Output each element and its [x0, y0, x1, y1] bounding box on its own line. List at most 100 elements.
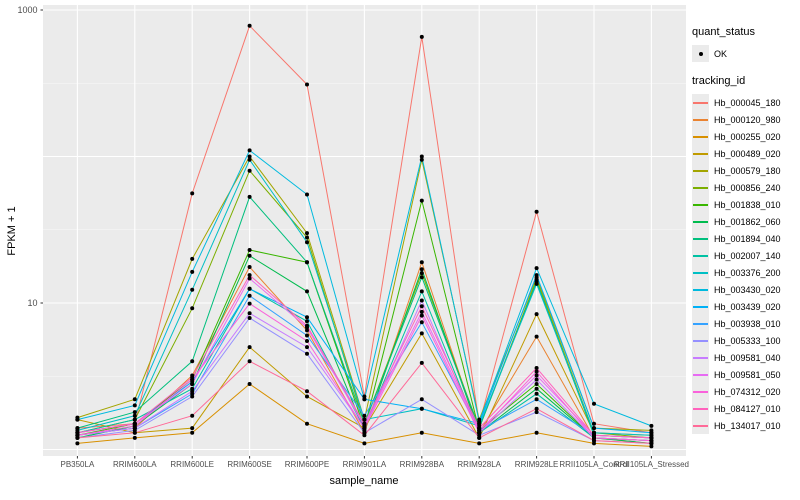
data-point — [305, 289, 309, 294]
data-point — [419, 397, 424, 402]
legend-entry-label: Hb_009581_040 — [714, 352, 781, 363]
legend-entry-Hb_001894_040: Hb_001894_040 — [692, 230, 798, 247]
data-point — [247, 148, 252, 153]
data-point — [592, 401, 596, 406]
data-point — [305, 260, 309, 265]
legend-entry-Hb_001838_010: Hb_001838_010 — [692, 196, 798, 213]
data-point — [534, 386, 539, 391]
y-axis-title: FPKM + 1 — [6, 206, 18, 255]
data-point — [362, 426, 367, 431]
legend-entry-Hb_000045_180: Hb_000045_180 — [692, 94, 798, 111]
data-point — [534, 312, 539, 317]
data-point — [305, 421, 309, 426]
data-point — [649, 441, 654, 446]
legend-key-icon — [692, 366, 709, 383]
data-point — [305, 192, 309, 197]
data-point — [362, 413, 367, 418]
legend-key-icon — [692, 332, 709, 349]
axis-ticks — [40, 9, 652, 459]
legend-entry-Hb_000856_240: Hb_000856_240 — [692, 179, 798, 196]
legend-entry-label: Hb_003439_020 — [714, 301, 781, 312]
legend-entry-Hb_002007_140: Hb_002007_140 — [692, 247, 798, 264]
data-point — [247, 301, 252, 306]
data-points — [75, 23, 654, 449]
x-tick-label: RRIM928BA — [400, 460, 445, 469]
x-tick-label: RRIM928LA — [457, 460, 501, 469]
data-point — [305, 235, 309, 240]
legend-entry-label: Hb_001838_010 — [714, 199, 781, 210]
data-point — [247, 248, 252, 252]
data-point — [132, 397, 137, 402]
data-point — [419, 267, 424, 272]
legend-entry-Hb_003376_200: Hb_003376_200 — [692, 264, 798, 281]
data-point — [534, 209, 539, 214]
data-point — [132, 403, 137, 408]
data-point — [75, 430, 80, 435]
data-point — [247, 168, 252, 173]
data-point — [75, 417, 80, 422]
data-point — [592, 441, 596, 446]
data-point — [362, 433, 367, 438]
data-point — [305, 82, 309, 87]
legend-entry-label: Hb_005333_100 — [714, 335, 781, 346]
data-point — [190, 269, 195, 274]
legend-tracking-id-block: tracking_id Hb_000045_180 Hb_000120_980 Hb… — [692, 75, 798, 434]
legend-key-line — [693, 271, 708, 274]
data-point — [649, 435, 654, 440]
legend-key-icon — [692, 417, 709, 434]
legend-key-icon — [692, 128, 709, 145]
data-point — [534, 369, 539, 374]
data-point — [305, 231, 309, 236]
legend-key-line — [693, 390, 708, 393]
data-point — [534, 281, 539, 286]
legend-entry-Hb_134017_010: Hb_134017_010 — [692, 417, 798, 434]
legend-key-icon — [692, 281, 709, 298]
data-point — [190, 389, 195, 394]
x-tick-label: RRIM600LA — [113, 460, 157, 469]
legend-key-icon — [692, 94, 709, 111]
y-tick-label: 10 — [27, 298, 37, 308]
legend-key-icon — [692, 400, 709, 417]
data-point — [419, 309, 424, 314]
legend-key-line — [693, 169, 708, 172]
legend-key-line — [693, 373, 708, 376]
data-point — [477, 426, 482, 431]
data-point — [247, 23, 252, 28]
data-point — [362, 394, 367, 399]
data-point — [190, 426, 195, 431]
data-point — [247, 316, 252, 320]
data-point — [247, 265, 252, 269]
legend-key-line — [693, 254, 708, 257]
legend-key-line — [693, 305, 708, 308]
data-point — [190, 191, 195, 196]
legend-key-icon — [692, 145, 709, 162]
data-point — [247, 359, 252, 364]
data-point — [190, 256, 195, 261]
data-point — [305, 323, 309, 328]
data-point — [649, 423, 654, 428]
data-point — [534, 377, 539, 382]
data-point — [534, 373, 539, 378]
data-point — [247, 276, 252, 281]
data-point — [305, 319, 309, 324]
legend-key-line — [693, 339, 708, 342]
data-point — [305, 345, 309, 350]
x-tick-label: RRIM901LA — [343, 460, 387, 469]
legend-entry-label: Hb_009581_050 — [714, 369, 781, 380]
legend-entry-Hb_000489_020: Hb_000489_020 — [692, 145, 798, 162]
legend-key-line — [693, 237, 708, 240]
legend-entry-label: Hb_000120_980 — [714, 114, 781, 125]
legend-key-icon — [692, 111, 709, 128]
legend-entry-label: Hb_000045_180 — [714, 97, 781, 108]
data-point — [305, 333, 309, 338]
legend-entry-Hb_009581_040: Hb_009581_040 — [692, 349, 798, 366]
legend-key-icon — [692, 315, 709, 332]
data-point — [534, 391, 539, 396]
data-point — [190, 287, 195, 292]
data-point — [419, 430, 424, 435]
legend-key-line — [693, 118, 708, 121]
data-point — [132, 430, 137, 435]
data-point — [362, 397, 367, 402]
legend-key-line — [693, 186, 708, 189]
legend-key-icon — [692, 298, 709, 315]
